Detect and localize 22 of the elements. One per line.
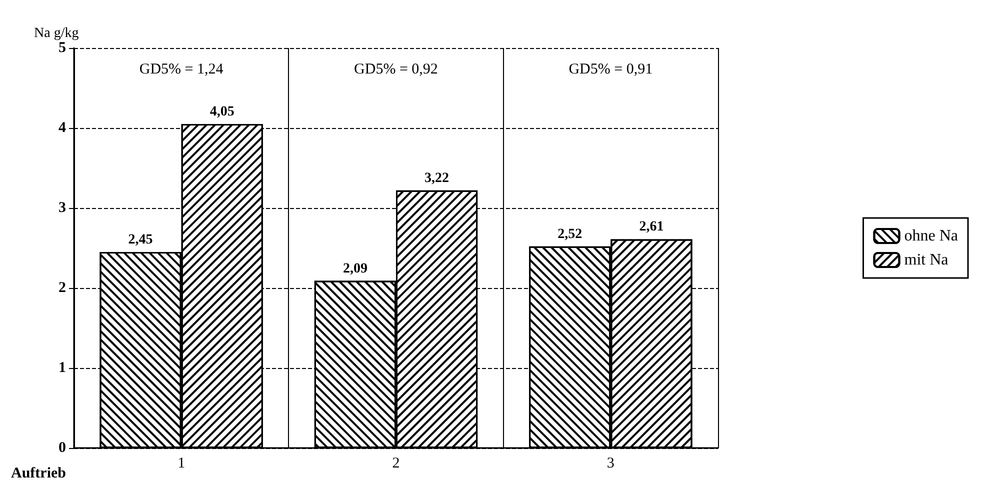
data-label: 2,61 <box>639 220 664 235</box>
annotation: GD5% = 0,91 <box>568 62 653 78</box>
data-label: 2,52 <box>558 226 582 242</box>
annotation: GD5% = 1,24 <box>139 62 224 78</box>
x-tick-label: 3 <box>606 456 614 472</box>
y-tick-label: 3 <box>58 200 66 216</box>
data-label: 3,22 <box>424 170 450 186</box>
legend-label: ohne Na <box>904 228 958 244</box>
data-label: 2,45 <box>128 232 153 248</box>
y-tick-label: 4 <box>58 120 66 136</box>
data-label: 2,09 <box>342 261 368 276</box>
y-tick-label: 0 <box>58 440 66 456</box>
legend-label: mit Na <box>904 252 948 268</box>
x-tick-label: 1 <box>178 456 186 472</box>
x-tick-label: 2 <box>392 456 400 472</box>
x-axis-title: Auftrieb <box>10 466 66 482</box>
annotation: GD5% = 0,92 <box>354 62 438 78</box>
y-tick-label: 2 <box>58 280 66 296</box>
y-axis-title: Na g/kg <box>34 26 79 42</box>
y-tick-label: 1 <box>58 360 66 376</box>
data-label: 4,05 <box>210 104 234 120</box>
y-tick-label: 5 <box>58 40 66 56</box>
